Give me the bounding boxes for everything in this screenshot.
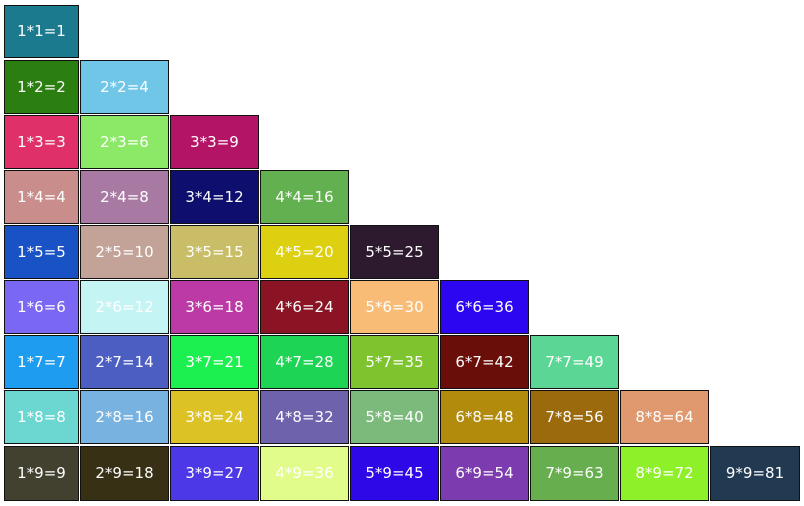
table-cell: 8*8=64 — [620, 390, 709, 444]
table-cell: 3*9=27 — [170, 446, 259, 501]
table-cell: 1*2=2 — [4, 60, 79, 114]
table-cell: 2*6=12 — [80, 280, 169, 334]
table-cell: 2*2=4 — [80, 60, 169, 114]
table-cell: 1*4=4 — [4, 170, 79, 224]
table-cell: 9*9=81 — [710, 446, 800, 501]
table-cell: 1*1=1 — [4, 5, 79, 58]
table-cell: 3*4=12 — [170, 170, 259, 224]
table-cell: 4*7=28 — [260, 335, 349, 389]
table-cell: 2*7=14 — [80, 335, 169, 389]
table-cell: 5*7=35 — [350, 335, 439, 389]
table-cell: 2*8=16 — [80, 390, 169, 444]
table-cell: 4*6=24 — [260, 280, 349, 334]
table-cell: 3*6=18 — [170, 280, 259, 334]
table-cell: 6*7=42 — [440, 335, 529, 389]
table-cell: 4*5=20 — [260, 225, 349, 279]
table-cell: 5*6=30 — [350, 280, 439, 334]
table-cell: 1*3=3 — [4, 115, 79, 169]
multiplication-table: 1*1=1 1*2=2 2*2=4 1*3=3 2*3=6 3*3=9 1*4=4 2*4=8… — [4, 5, 800, 501]
table-cell: 7*8=56 — [530, 390, 619, 444]
table-cell: 6*6=36 — [440, 280, 529, 334]
table-cell: 2*5=10 — [80, 225, 169, 279]
table-cell: 1*9=9 — [4, 446, 79, 501]
table-cell: 4*4=16 — [260, 170, 349, 224]
table-cell: 5*9=45 — [350, 446, 439, 501]
table-cell: 5*8=40 — [350, 390, 439, 444]
table-cell: 1*5=5 — [4, 225, 79, 279]
table-cell: 2*9=18 — [80, 446, 169, 501]
table-cell: 3*7=21 — [170, 335, 259, 389]
table-cell: 8*9=72 — [620, 446, 709, 501]
table-cell: 1*8=8 — [4, 390, 79, 444]
table-cell: 6*9=54 — [440, 446, 529, 501]
table-cell: 7*9=63 — [530, 446, 619, 501]
table-cell: 2*3=6 — [80, 115, 169, 169]
table-cell: 5*5=25 — [350, 225, 439, 279]
table-cell: 3*8=24 — [170, 390, 259, 444]
table-cell: 1*7=7 — [4, 335, 79, 389]
table-cell: 3*5=15 — [170, 225, 259, 279]
table-cell: 2*4=8 — [80, 170, 169, 224]
table-cell: 4*9=36 — [260, 446, 349, 501]
table-cell: 4*8=32 — [260, 390, 349, 444]
table-cell: 7*7=49 — [530, 335, 619, 389]
table-cell: 3*3=9 — [170, 115, 259, 169]
table-cell: 6*8=48 — [440, 390, 529, 444]
table-cell: 1*6=6 — [4, 280, 79, 334]
